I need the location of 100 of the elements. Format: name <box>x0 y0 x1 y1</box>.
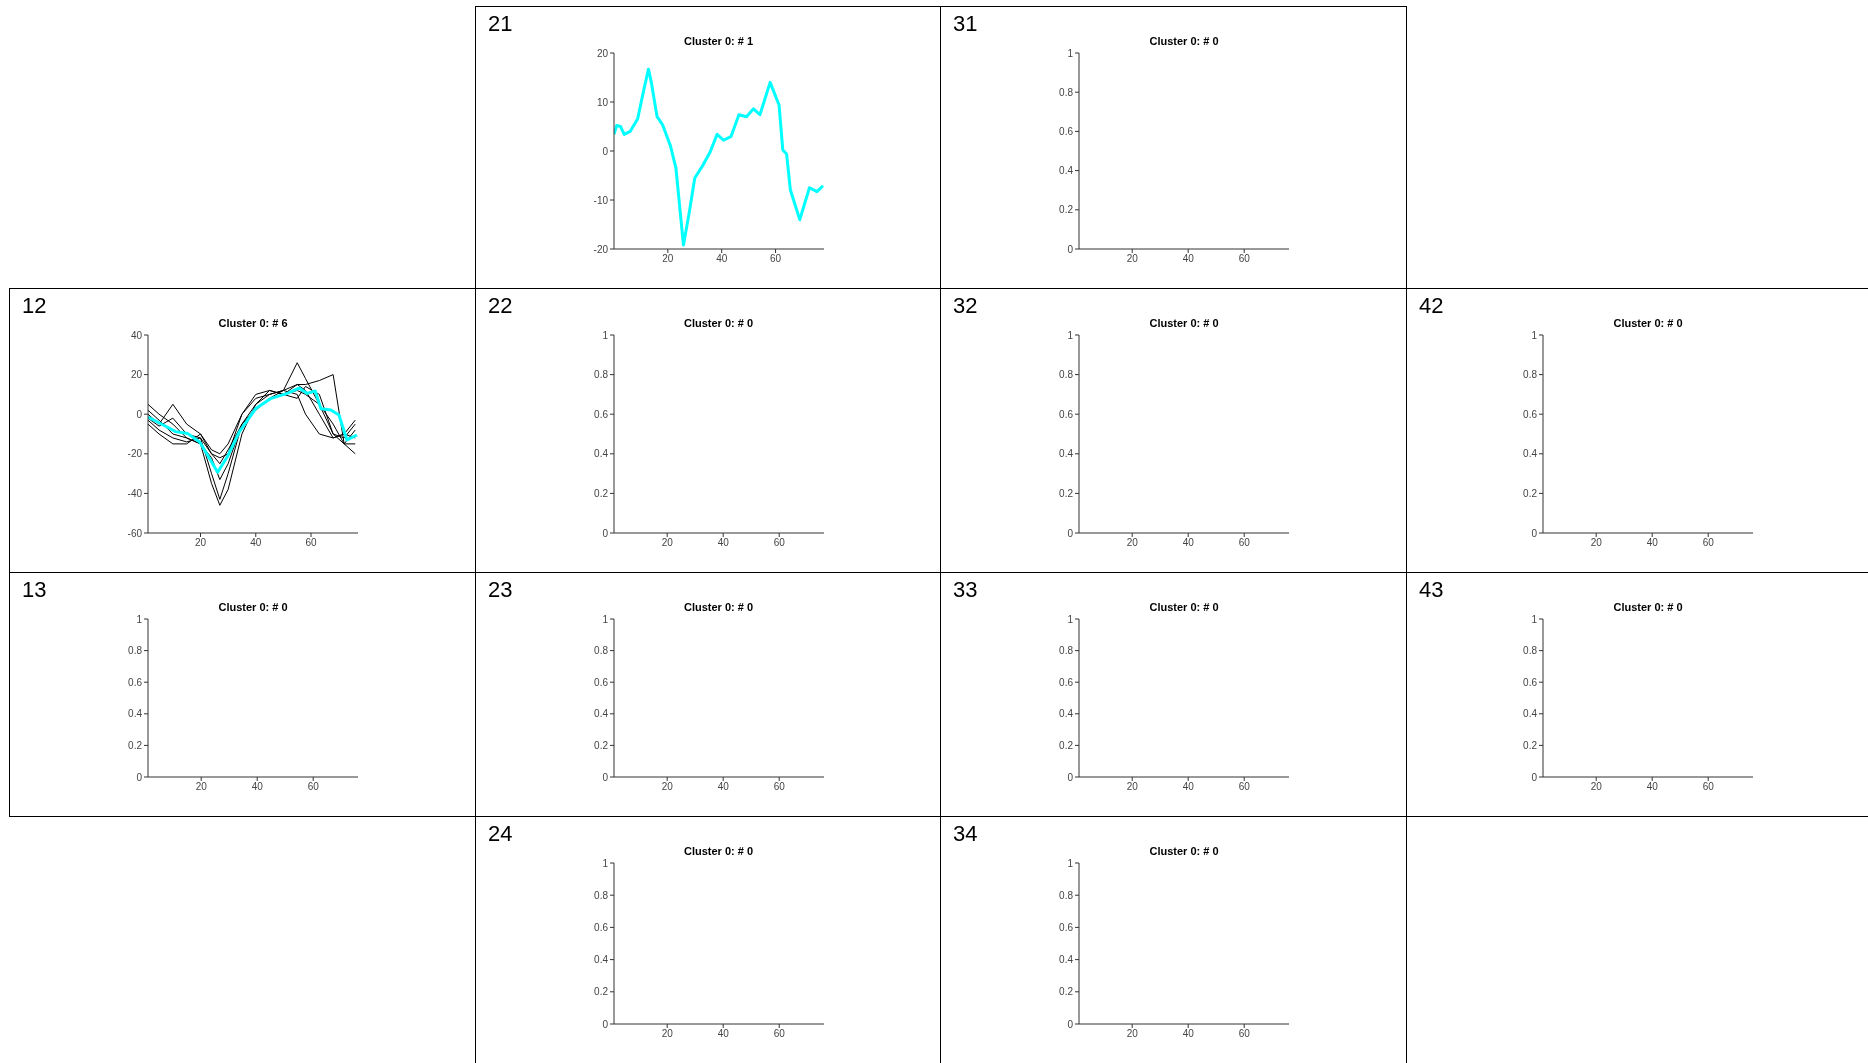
x-tick-label: 40 <box>717 781 729 793</box>
y-tick-label: 0.6 <box>128 676 143 688</box>
y-tick-label: 0 <box>1531 527 1538 539</box>
y-tick-label: 0.6 <box>593 921 608 933</box>
x-tick-label: 20 <box>661 253 674 265</box>
x-tick-label: 40 <box>251 781 264 793</box>
text: 21 <box>488 11 513 37</box>
x-tick-label: 60 <box>773 1028 785 1040</box>
y-tick-label: 0.4 <box>1523 708 1538 720</box>
y-tick-label: 0 <box>1067 771 1074 783</box>
y-tick-label: 0.6 <box>1523 408 1538 420</box>
x-tick-label: 60 <box>769 253 782 265</box>
text: 24 <box>488 821 513 847</box>
text: 12 <box>22 293 47 319</box>
x-tick-label: 60 <box>1238 253 1251 265</box>
x-tick-label: 20 <box>1126 781 1139 793</box>
y-tick-label: 0 <box>601 771 608 783</box>
y-tick-label: 0.2 <box>593 739 608 751</box>
x-tick-label: 40 <box>1646 537 1659 549</box>
y-tick-label: 0.2 <box>1059 487 1074 499</box>
y-tick-label: 1 <box>601 613 608 625</box>
y-tick-label: 0.4 <box>1059 708 1074 720</box>
text: 33 <box>953 577 978 603</box>
x-tick-label: 60 <box>307 781 320 793</box>
y-tick-label: 1 <box>1067 329 1074 341</box>
y-tick-label: 0.6 <box>1059 676 1074 688</box>
y-tick-label: 0 <box>601 527 608 539</box>
x-tick-label: 20 <box>1126 537 1139 549</box>
x-tick-label: 60 <box>773 537 785 549</box>
y-tick-label: -20 <box>593 243 608 255</box>
y-tick-label: 0 <box>601 145 608 157</box>
x-tick-label: 60 <box>773 781 785 793</box>
y-tick-label: -60 <box>127 527 143 539</box>
y-tick-label: 0.4 <box>128 708 143 720</box>
x-tick-label: 40 <box>1182 537 1195 549</box>
y-tick-label: 1 <box>601 329 608 341</box>
text: 31 <box>953 11 978 37</box>
y-tick-label: 20 <box>596 47 608 59</box>
y-tick-label: 0.4 <box>593 954 608 966</box>
y-tick-label: 0.2 <box>1523 739 1538 751</box>
chart-title: Cluster 0: # 0 <box>682 845 755 857</box>
y-tick-label: 0.6 <box>1059 125 1074 137</box>
x-tick-label: 60 <box>1238 1028 1251 1040</box>
y-tick-label: 20 <box>130 369 143 381</box>
chart-title: Cluster 0: # 0 <box>217 601 289 613</box>
x-tick-label: 20 <box>1126 253 1139 265</box>
y-tick-label: 0.4 <box>1059 954 1074 966</box>
text: 13 <box>22 577 47 603</box>
x-tick-label: 60 <box>1238 781 1251 793</box>
y-tick-label: -10 <box>593 194 608 206</box>
y-tick-label: 0.2 <box>1523 487 1538 499</box>
y-tick-label: 0.6 <box>1059 408 1074 420</box>
y-tick-label: 0.8 <box>1059 86 1074 98</box>
y-tick-label: 0.8 <box>1059 369 1074 381</box>
y-tick-label: 0.2 <box>1059 204 1074 216</box>
text: 22 <box>488 293 513 319</box>
y-tick-label: 0 <box>136 408 143 420</box>
y-tick-label: 0.2 <box>593 487 608 499</box>
y-tick-label: 0.4 <box>593 708 608 720</box>
y-tick-label: 1 <box>1531 329 1538 341</box>
y-tick-label: 0.8 <box>593 369 608 381</box>
x-tick-label: 20 <box>661 1028 673 1040</box>
chart-title: Cluster 0: # 1 <box>682 35 755 47</box>
y-tick-label: 0.6 <box>593 676 608 688</box>
x-tick-label: 20 <box>1126 1028 1139 1040</box>
y-tick-label: 0.8 <box>1523 645 1538 657</box>
y-tick-label: 0 <box>1067 527 1074 539</box>
chart-title: Cluster 0: # 0 <box>1148 35 1220 47</box>
x-tick-label: 20 <box>1590 781 1603 793</box>
y-tick-label: 0.4 <box>1523 448 1538 460</box>
y-tick-label: 0.8 <box>593 889 608 901</box>
chart-title: Cluster 0: # 0 <box>1148 601 1220 613</box>
chart-title: Cluster 0: # 6 <box>217 317 289 329</box>
text: 32 <box>953 293 978 319</box>
y-tick-label: 0.6 <box>1059 921 1074 933</box>
y-tick-label: 0.2 <box>593 986 608 998</box>
y-tick-label: -20 <box>127 448 143 460</box>
chart-title: Cluster 0: # 0 <box>1612 601 1684 613</box>
y-tick-label: 0.2 <box>1059 739 1074 751</box>
text: 43 <box>1419 577 1444 603</box>
y-tick-label: 0.4 <box>1059 165 1074 177</box>
y-tick-label: 40 <box>130 329 143 341</box>
y-tick-label: 0.8 <box>1523 369 1538 381</box>
text: 23 <box>488 577 513 603</box>
x-tick-label: 20 <box>194 537 207 549</box>
y-tick-label: 0 <box>601 1018 608 1030</box>
y-tick-label: 0 <box>1067 243 1074 255</box>
y-tick-label: 0.6 <box>593 408 608 420</box>
y-tick-label: 1 <box>1067 613 1074 625</box>
x-tick-label: 40 <box>1646 781 1659 793</box>
y-tick-label: 0.8 <box>128 645 143 657</box>
text: 34 <box>953 821 978 847</box>
x-tick-label: 40 <box>715 253 728 265</box>
y-tick-label: 0.2 <box>1059 986 1074 998</box>
chart-title: Cluster 0: # 0 <box>682 317 755 329</box>
y-tick-label: 1 <box>1531 613 1538 625</box>
x-tick-label: 40 <box>1182 1028 1195 1040</box>
x-tick-label: 20 <box>195 781 208 793</box>
y-tick-label: 0 <box>136 771 143 783</box>
y-tick-label: 0.8 <box>593 645 608 657</box>
